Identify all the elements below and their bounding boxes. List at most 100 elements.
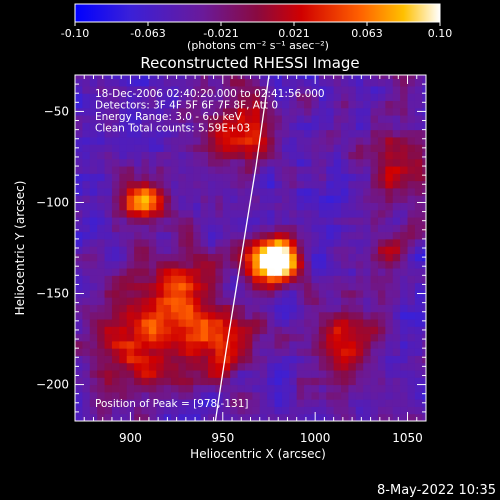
heatmap-cell (355, 326, 364, 335)
heatmap-cell (289, 100, 298, 109)
heatmap-cell (333, 268, 342, 276)
heatmap-cell (311, 319, 320, 327)
heatmap-cell (104, 144, 113, 152)
heatmap-cell (222, 260, 231, 269)
heatmap-cell (141, 115, 150, 123)
heatmap-cell (126, 311, 135, 320)
heatmap-cell (156, 231, 165, 240)
heatmap-cell (348, 326, 357, 335)
heatmap-cell (185, 217, 194, 225)
heatmap-cell (222, 231, 231, 240)
heatmap-cell (178, 75, 187, 80)
heatmap-cell (171, 297, 179, 305)
heatmap-cell (355, 122, 364, 131)
heatmap-cell (82, 362, 91, 371)
heatmap-cell (407, 406, 416, 415)
heatmap-cell (134, 246, 143, 254)
heatmap-cell (148, 399, 157, 407)
heatmap-cell (333, 253, 342, 262)
heatmap-cell (237, 311, 246, 320)
heatmap-cell (252, 311, 261, 320)
heatmap-cell (89, 238, 98, 247)
heatmap-cell (222, 180, 231, 189)
heatmap-cell (82, 348, 91, 356)
heatmap-cell (126, 122, 135, 131)
heatmap-cell (311, 348, 320, 356)
heatmap-cell (230, 107, 239, 116)
heatmap-cell (311, 151, 320, 160)
heatmap-cell (104, 377, 113, 386)
heatmap-cell (267, 78, 276, 87)
heatmap-cell (148, 173, 157, 182)
heatmap-cell (274, 340, 283, 349)
heatmap-cell (400, 268, 409, 276)
heatmap-cell (193, 289, 202, 298)
heatmap-cell (355, 319, 364, 327)
heatmap-cell (126, 129, 135, 138)
heatmap-cell (296, 326, 305, 335)
heatmap-cell (82, 289, 91, 298)
heatmap-cell (422, 297, 426, 305)
heatmap-cell (200, 275, 209, 284)
heatmap-cell (97, 195, 106, 203)
heatmap-cell (148, 144, 157, 152)
heatmap-cell (363, 180, 372, 189)
heatmap-cell (126, 384, 135, 393)
annotations: 18-Dec-2006 02:40:20.000 to 02:41:56.000… (95, 88, 325, 135)
heatmap-cell (385, 304, 394, 313)
heatmap-cell (400, 326, 409, 335)
heatmap-cell (318, 224, 327, 233)
heatmap-cell (148, 413, 157, 421)
heatmap-cell (252, 209, 261, 218)
heatmap-cell (141, 166, 150, 174)
heatmap-cell (178, 122, 187, 131)
heatmap-cell (171, 377, 179, 386)
heatmap-cell (244, 166, 253, 174)
heatmap-cell (377, 224, 386, 233)
heatmap-cell (230, 253, 239, 262)
heatmap-cell (274, 362, 283, 371)
heatmap-cell (407, 151, 416, 160)
heatmap-cell (252, 377, 261, 386)
heatmap-cell (111, 304, 120, 313)
heatmap-cell (208, 122, 216, 131)
heatmap-cell (119, 158, 128, 167)
heatmap-cell (252, 413, 261, 421)
heatmap-cell (111, 413, 120, 421)
heatmap-cell (348, 107, 357, 116)
heatmap-cell (252, 75, 261, 80)
heatmap-cell (318, 297, 327, 305)
heatmap-cell (237, 217, 246, 225)
heatmap-cell (377, 231, 386, 240)
heatmap-cell (82, 217, 91, 225)
heatmap-cell (104, 304, 113, 313)
heatmap-cell (134, 93, 143, 101)
heatmap-cell (333, 413, 342, 421)
heatmap-cell (156, 93, 165, 101)
heatmap-cell (296, 333, 305, 342)
heatmap-cell (163, 115, 172, 123)
heatmap-cell (326, 297, 335, 305)
heatmap-cell (97, 413, 106, 421)
heatmap-cell (289, 384, 298, 393)
heatmap-cell (134, 180, 143, 189)
heatmap-cell (296, 406, 305, 415)
heatmap-cell (222, 384, 231, 393)
heatmap-cell (163, 340, 172, 349)
heatmap-cell (289, 107, 298, 116)
heatmap-cell (148, 93, 157, 101)
heatmap-cell (259, 348, 268, 356)
heatmap-cell (185, 78, 194, 87)
heatmap-cell (377, 399, 386, 407)
heatmap-cell (215, 340, 224, 349)
heatmap-cell (289, 129, 298, 138)
heatmap-cell (318, 238, 327, 247)
heatmap-cell (363, 311, 372, 320)
heatmap-cell (318, 362, 327, 371)
heatmap-cell (89, 115, 98, 123)
heatmap-cell (400, 297, 409, 305)
heatmap-cell (185, 195, 194, 203)
heatmap-cell (400, 115, 409, 123)
heatmap-cell (178, 129, 187, 138)
heatmap-cell (237, 85, 246, 94)
